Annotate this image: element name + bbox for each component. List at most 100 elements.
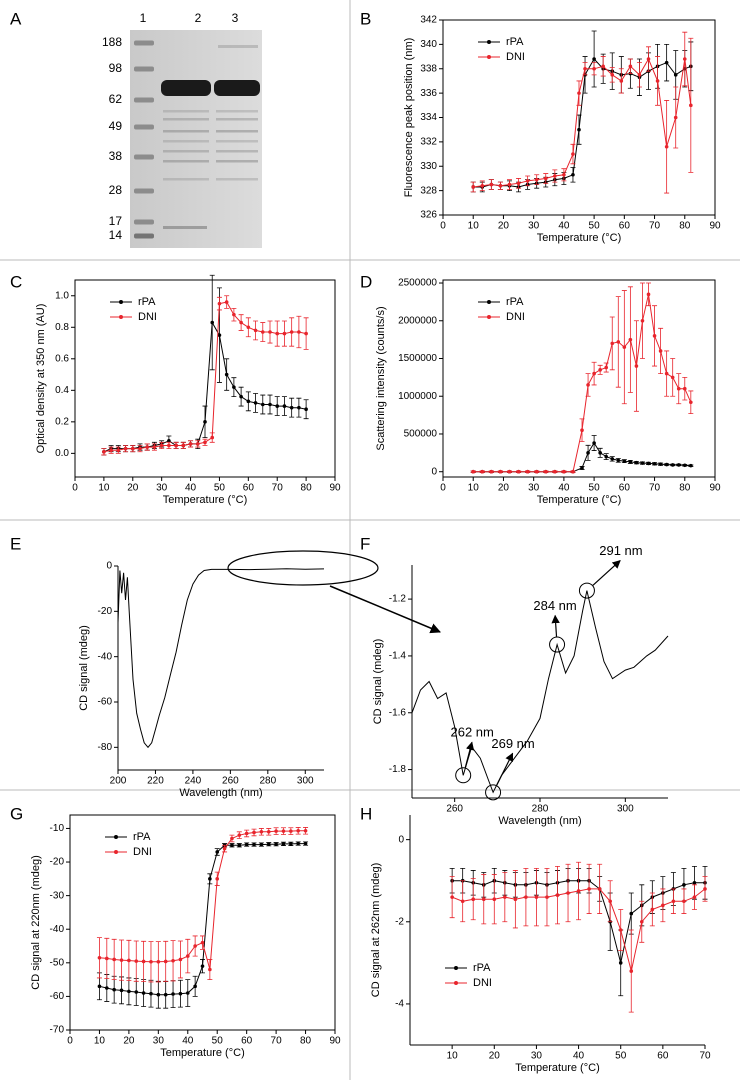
marker-label: 188 (102, 35, 122, 49)
ladder-band (134, 124, 154, 130)
data-point (450, 895, 454, 899)
x-tick-label: 60 (619, 221, 631, 232)
y-tick-label: -4 (395, 999, 404, 1010)
y-axis-title: Fluorescence peak position (nm) (403, 38, 415, 198)
minor-band (163, 226, 207, 229)
data-point (652, 461, 657, 466)
x-tick-label: 260 (222, 776, 239, 787)
x-tick-label: 300 (297, 776, 314, 787)
ladder-band (134, 40, 154, 46)
data-point (171, 958, 175, 963)
data-point (516, 181, 521, 186)
chart-panel: 0 10 20 30 40 50 60 70 80 90 0.0 0.2 0.4 0.6 0.8 1.0 Tem… (35, 274, 341, 506)
x-tick-label: 300 (617, 804, 634, 815)
chart-panel: 0 10 20 30 40 50 60 70 80 90 326 328 330 332 334 336 338… (403, 15, 721, 244)
x-tick-label: 50 (589, 221, 601, 232)
data-point (215, 850, 220, 854)
data-point (562, 172, 566, 177)
x-tick-label: 60 (619, 483, 631, 494)
legend-marker (119, 315, 123, 319)
series (96, 827, 309, 983)
data-point (297, 405, 301, 410)
data-point (119, 958, 124, 962)
data-point (134, 990, 139, 994)
x-tick-label: 20 (498, 221, 510, 232)
data-point (296, 841, 300, 846)
legend-label: DNI (473, 977, 492, 989)
annotation-arrow (464, 741, 475, 768)
minor-band (163, 140, 209, 143)
data-point (622, 345, 627, 349)
data-point (275, 404, 280, 408)
data-point (188, 442, 193, 446)
data-point (303, 841, 308, 846)
data-point (222, 846, 227, 851)
data-point (592, 57, 596, 61)
legend-marker (454, 981, 458, 985)
data-point (274, 842, 278, 847)
y-tick-label: -30 (50, 890, 65, 901)
minor-band (216, 130, 258, 133)
data-point (634, 364, 639, 368)
data-point (673, 73, 678, 77)
data-point (598, 451, 602, 455)
x-tick-label: 200 (110, 776, 127, 787)
y-axis-title: Optical density at 350 nm (AU) (35, 304, 47, 454)
data-point (185, 991, 190, 995)
data-point (275, 331, 280, 336)
data-point (534, 469, 539, 474)
x-tick-label: 0 (440, 221, 446, 232)
data-point (239, 394, 243, 399)
data-point (543, 469, 548, 474)
x-tick-label: 0 (67, 1036, 73, 1047)
chart-panel: 0 10 20 30 40 50 60 70 80 90 0 500000 1000000 1500000… (375, 278, 721, 506)
y-tick-label: 332 (420, 137, 437, 148)
data-point (616, 340, 621, 344)
data-point (503, 895, 507, 899)
data-point (210, 320, 215, 325)
annotation-circle (578, 582, 595, 599)
data-point (577, 91, 581, 95)
data-point (545, 895, 549, 899)
data-point (195, 442, 200, 446)
series-line (473, 58, 691, 188)
series-line (473, 57, 692, 188)
data-point (628, 460, 633, 464)
series-line (411, 590, 669, 794)
data-point (664, 462, 669, 467)
data-point (260, 402, 265, 407)
data-point (592, 66, 596, 71)
data-point (562, 469, 566, 474)
gel-image (130, 30, 262, 248)
data-point (171, 992, 175, 996)
chart-panel: 10 20 30 40 50 60 70 -4 -2 0 Temperature (°C) CD si… (370, 815, 711, 1074)
data-point (127, 989, 131, 994)
y-tick-label: 1500000 (398, 353, 437, 364)
data-point (676, 386, 681, 391)
y-tick-label: 0.2 (55, 416, 69, 427)
data-point (580, 428, 584, 433)
ladder-band (134, 97, 154, 103)
data-point (655, 79, 660, 83)
minor-band (216, 150, 258, 153)
data-point (498, 183, 503, 188)
data-point (138, 446, 142, 451)
annotation-circle (455, 767, 472, 784)
x-tick-label: 30 (528, 483, 540, 494)
data-point (185, 954, 190, 958)
data-point (664, 371, 669, 376)
data-point (629, 911, 634, 916)
data-point (507, 182, 512, 187)
y-tick-label: -1.2 (389, 594, 407, 605)
data-point (289, 842, 293, 846)
data-point (619, 79, 624, 83)
data-point (303, 828, 308, 833)
minor-band (163, 110, 209, 113)
data-point (507, 469, 512, 474)
y-tick-label: 334 (420, 112, 437, 123)
protein-band (214, 80, 260, 96)
panel-letter: F (360, 534, 370, 553)
x-tick-label: 70 (649, 483, 661, 494)
data-point (208, 877, 212, 881)
